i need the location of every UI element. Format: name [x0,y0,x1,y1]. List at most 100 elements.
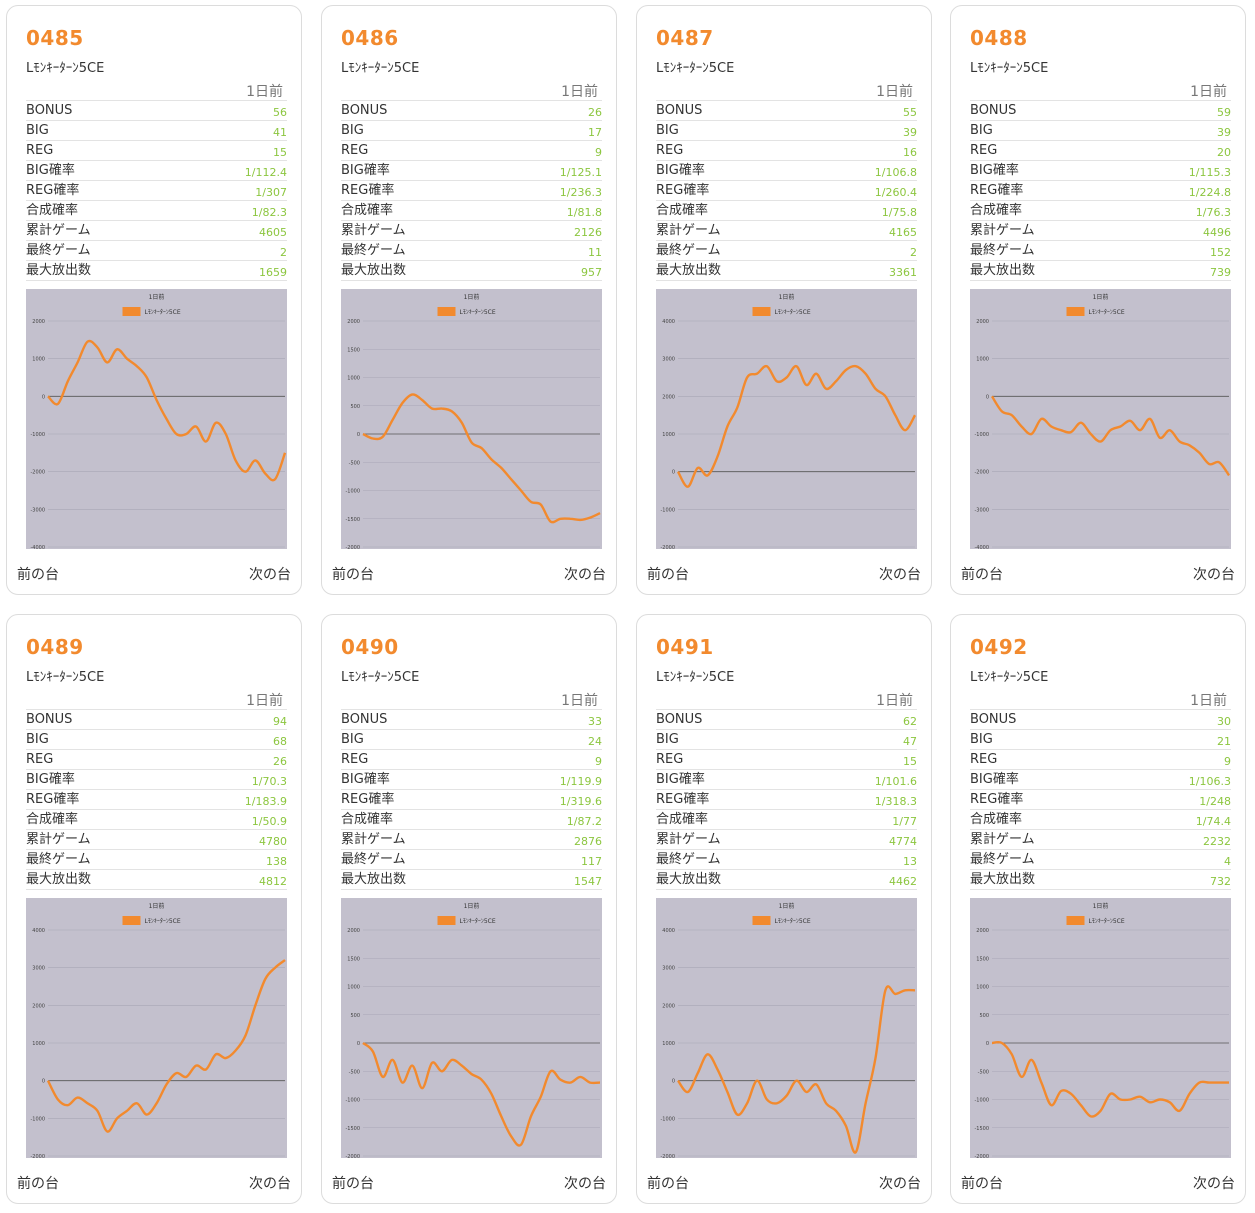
stats-table: BONUS 33 BIG 24 REG 9 BIG確率 1/119.9 REG確率 1/319.6… [341,709,602,890]
prev-machine-link[interactable]: 前の台 [332,1176,374,1192]
machine-number[interactable]: 0492 [970,635,1028,659]
y-tick-label: 1000 [32,1041,45,1047]
stat-value: 39 [1217,126,1231,139]
stat-label: 合成確率 [970,203,1023,218]
legend-label: Lﾓﾝｷｰﾀｰﾝ5CE [775,309,811,316]
prev-machine-link[interactable]: 前の台 [17,567,59,583]
prev-machine-link[interactable]: 前の台 [647,1176,689,1192]
stat-row-bonus: BONUS 59 [970,100,1231,120]
stat-value: 26 [273,755,287,768]
column-header: 1日前 [246,693,283,709]
machine-number[interactable]: 0489 [26,635,84,659]
stat-value: 1/112.4 [244,166,287,179]
stat-label: 合成確率 [970,812,1023,827]
stat-label: REG確率 [970,792,1024,807]
stat-label: 最終ゲーム [656,852,721,867]
stat-label: 累計ゲーム [970,832,1035,847]
stat-value: 15 [903,755,917,768]
column-header: 1日前 [876,693,913,709]
series-line [47,339,287,482]
stat-label: 最大放出数 [26,263,92,278]
stat-value: 1/50.9 [251,815,287,828]
stat-row-combined-rate: 合成確率 1/77 [656,809,917,829]
next-machine-link[interactable]: 次の台 [564,1176,606,1192]
stat-value: 1/76.3 [1195,206,1231,219]
stat-value: 1/106.3 [1188,775,1231,788]
chart-title: 1日前 [464,902,480,910]
next-machine-link[interactable]: 次の台 [249,1176,291,1192]
stat-row-reg-rate: REG確率 1/307 [26,180,287,200]
stat-label: REG [341,752,369,767]
stat-value: 1/106.8 [874,166,917,179]
payout-chart: 1日前 Lﾓﾝｷｰﾀｰﾝ5CE 4000 3000 2000 1000 0 -1000 -200… [656,898,917,1158]
stat-label: 累計ゲーム [26,223,91,238]
legend-label: Lﾓﾝｷｰﾀｰﾝ5CE [145,918,181,925]
stat-row-reg: REG 9 [970,749,1231,769]
next-machine-link[interactable]: 次の台 [249,567,291,583]
next-machine-link[interactable]: 次の台 [879,567,921,583]
stat-value: 1659 [259,266,287,279]
chart-svg: 1日前 Lﾓﾝｷｰﾀｰﾝ5CE 2000 1500 1000 500 0 -500 -1000 -… [974,902,1229,1158]
stat-value: 21 [1217,735,1231,748]
stat-value: 1/74.4 [1195,815,1231,828]
stat-value: 739 [1210,266,1231,279]
stat-label: BONUS [26,712,73,727]
series-line [676,364,917,488]
y-tick-label: 2000 [32,1003,45,1009]
stat-value: 1/87.2 [566,815,602,828]
stat-label: 累計ゲーム [970,223,1035,238]
stat-label: REG [341,143,369,158]
y-tick-label: 0 [672,1079,675,1085]
stat-label: 累計ゲーム [341,223,406,238]
stat-label: 累計ゲーム [341,832,406,847]
prev-machine-link[interactable]: 前の台 [17,1176,59,1192]
machine-model: Lﾓﾝｷｰﾀｰﾝ5CE [341,670,420,685]
y-tick-label: -1000 [660,507,675,513]
stat-label: 最終ゲーム [341,243,406,258]
stat-value: 1/319.6 [559,795,602,808]
stat-value: 1/248 [1199,795,1231,808]
stat-row-max-payout: 最大放出数 1547 [341,869,602,890]
series-line [991,1040,1229,1118]
next-machine-link[interactable]: 次の台 [1193,567,1235,583]
chart-title: 1日前 [779,293,795,301]
prev-machine-link[interactable]: 前の台 [332,567,374,583]
next-machine-link[interactable]: 次の台 [1193,1176,1235,1192]
stat-row-last-game: 最終ゲーム 11 [341,240,602,260]
stat-label: BIG [970,123,993,138]
stat-label: 最終ゲーム [26,852,91,867]
machine-number[interactable]: 0487 [656,26,714,50]
stat-value: 117 [581,855,602,868]
prev-machine-link[interactable]: 前の台 [961,567,1003,583]
column-header: 1日前 [561,693,598,709]
chart-title: 1日前 [149,293,165,301]
prev-machine-link[interactable]: 前の台 [961,1176,1003,1192]
machine-number[interactable]: 0490 [341,635,399,659]
series-line [362,393,601,524]
machine-number[interactable]: 0485 [26,26,84,50]
y-tick-label: 2000 [347,319,360,325]
stat-row-last-game: 最終ゲーム 2 [26,240,287,260]
stat-value: 4780 [259,835,287,848]
y-tick-label: 1500 [976,956,989,962]
y-tick-label: -1000 [974,1098,989,1104]
next-machine-link[interactable]: 次の台 [879,1176,921,1192]
stat-row-max-payout: 最大放出数 957 [341,260,602,281]
stat-label: BONUS [970,712,1017,727]
stat-row-reg: REG 15 [26,140,287,160]
stat-value: 732 [1210,875,1231,888]
stat-label: 最大放出数 [970,872,1036,887]
machine-number[interactable]: 0491 [656,635,714,659]
next-machine-link[interactable]: 次の台 [564,567,606,583]
stat-value: 4812 [259,875,287,888]
y-tick-label: 0 [357,1041,360,1047]
legend-swatch [437,916,456,925]
stat-label: REG確率 [970,183,1024,198]
stat-value: 47 [903,735,917,748]
prev-machine-link[interactable]: 前の台 [647,567,689,583]
stat-row-combined-rate: 合成確率 1/87.2 [341,809,602,829]
machine-card: 0490 Lﾓﾝｷｰﾀｰﾝ5CE 1日前 BONUS 33 BIG 24 REG 9 BIG確率 1… [321,614,617,1204]
machine-number[interactable]: 0488 [970,26,1028,50]
machine-model: Lﾓﾝｷｰﾀｰﾝ5CE [656,61,735,76]
machine-number[interactable]: 0486 [341,26,399,50]
